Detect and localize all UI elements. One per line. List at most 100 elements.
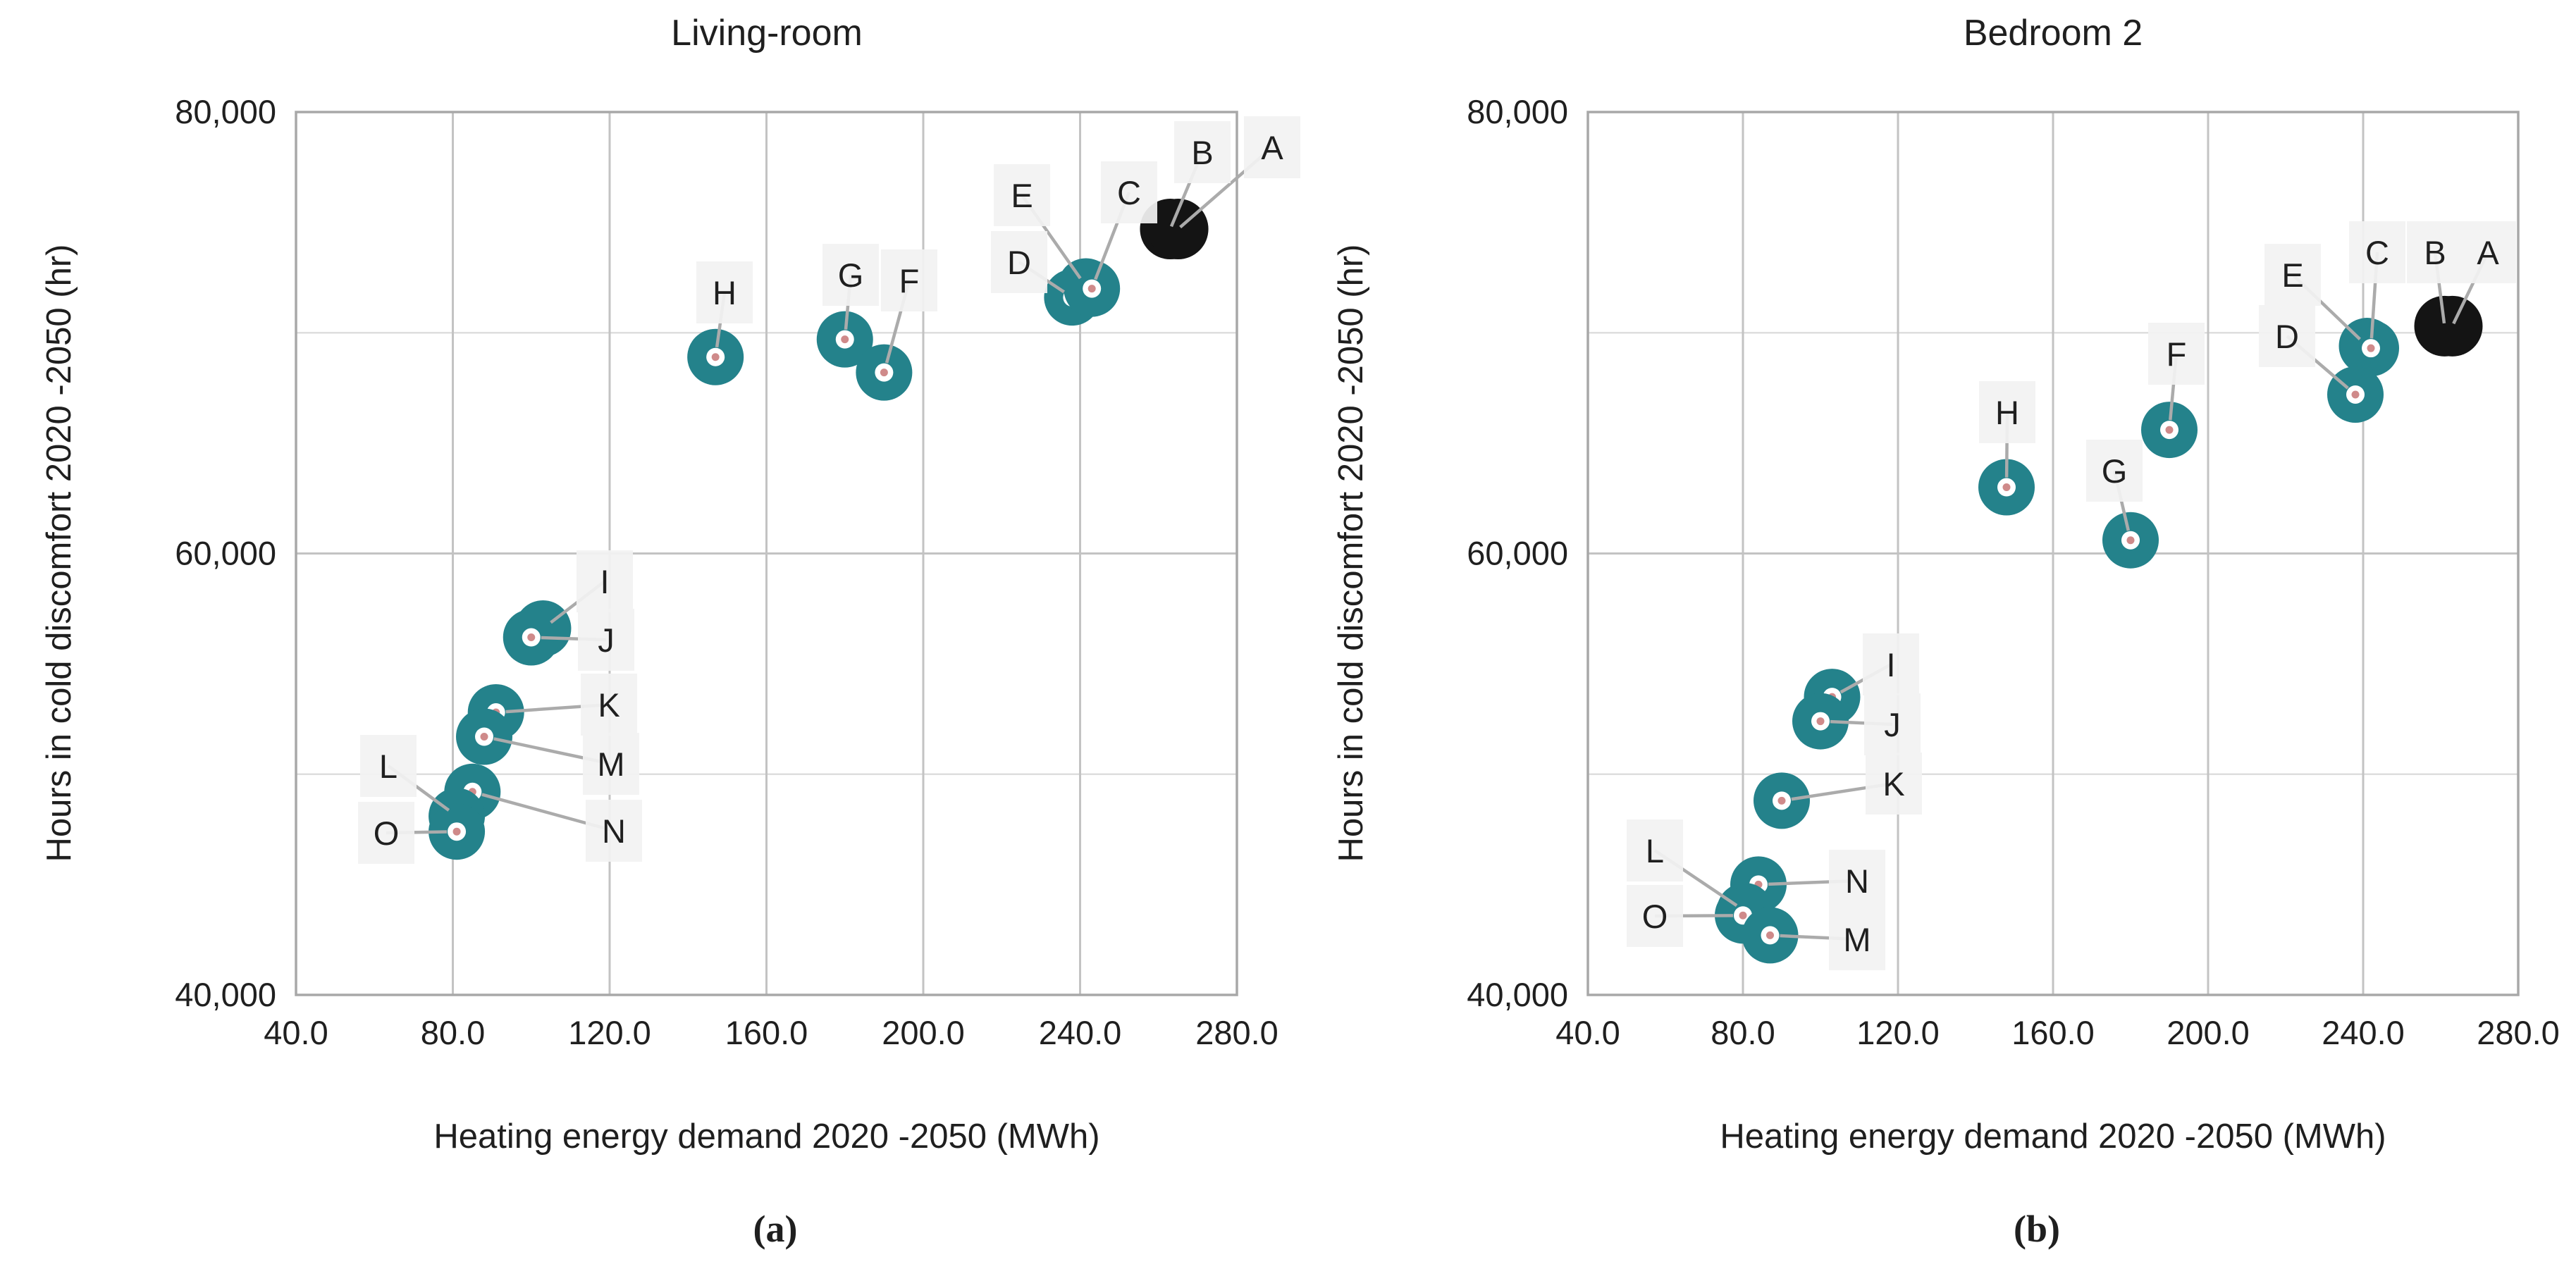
point-label-box	[1244, 116, 1300, 178]
point-label-k: K	[598, 686, 620, 724]
point-anchor-core	[2126, 536, 2135, 545]
point-anchor-core	[711, 353, 720, 361]
point-label-m: M	[1843, 921, 1871, 958]
x-tick-label: 240.0	[1039, 1014, 1122, 1051]
point-label-n: N	[602, 812, 626, 850]
point-label-box	[1829, 850, 1885, 912]
point-label-box	[1829, 908, 1885, 970]
point-label-box	[822, 244, 879, 306]
chart-b-y-axis-title: Hours in cold discomfort 2020 -2050 (hr)	[1332, 244, 1370, 862]
point-label-c: C	[1117, 174, 1141, 211]
point-label-box	[2086, 440, 2143, 502]
point-anchor-core	[880, 369, 888, 377]
point-label-box	[1864, 693, 1921, 755]
point-label-e: E	[1011, 177, 1033, 214]
point-anchor-core	[1739, 911, 1747, 920]
x-tick-label: 160.0	[725, 1014, 808, 1051]
y-tick-label: 40,000	[1467, 976, 1568, 1013]
point-label-box	[1979, 381, 2035, 443]
point-label-box	[1101, 161, 1157, 223]
chart-b-title: Bedroom 2	[1964, 13, 2143, 54]
y-tick-label: 80,000	[1467, 93, 1568, 130]
point-label-box	[994, 164, 1050, 226]
point-label-box	[358, 802, 414, 864]
point-label-f: F	[899, 262, 920, 299]
point-label-box	[2349, 221, 2405, 283]
point-label-box	[577, 550, 633, 612]
point-label-m: M	[597, 745, 624, 783]
point-label-a: A	[2477, 234, 2499, 271]
point-label-box	[586, 800, 642, 862]
chart-b-x-axis-title: Heating energy demand 2020 -2050 (MWh)	[1720, 1118, 2386, 1156]
y-tick-label: 60,000	[1467, 535, 1568, 572]
point-label-b: B	[1191, 134, 1213, 171]
point-anchor-core	[1087, 285, 1096, 293]
point-anchor-core	[452, 827, 461, 836]
point-label-box	[2148, 323, 2205, 385]
x-tick-label: 80.0	[421, 1014, 485, 1051]
chart-b-caption: (b)	[2014, 1208, 2060, 1250]
point-label-box	[583, 733, 639, 795]
point-label-box	[578, 609, 634, 671]
x-tick-label: 40.0	[264, 1014, 328, 1051]
point-label-d: D	[1007, 244, 1031, 281]
point-label-d: D	[2275, 318, 2299, 355]
point-label-box	[360, 735, 417, 797]
x-tick-label: 200.0	[2167, 1014, 2250, 1051]
chart-a-title: Living-room	[671, 13, 863, 54]
point-label-i: I	[600, 563, 609, 600]
point-label-k: K	[1882, 765, 1904, 803]
point-anchor-core	[2165, 426, 2174, 434]
chart-b-plot-layer: B A E C D F G H IJK N LO M 40.0 80.0 120.0 160.0 200.0 24…	[1467, 93, 2560, 1051]
point-label-c: C	[2365, 234, 2389, 271]
point-label-g: G	[838, 256, 864, 294]
point-label-box	[581, 674, 637, 736]
point-label-o: O	[1642, 898, 1668, 935]
y-tick-label: 80,000	[175, 93, 276, 130]
point-label-a: A	[1261, 129, 1283, 166]
point-label-b: B	[2424, 234, 2446, 271]
x-tick-label: 240.0	[2322, 1014, 2405, 1051]
chart-a-x-axis-title: Heating energy demand 2020 -2050 (MWh)	[433, 1118, 1099, 1156]
x-tick-label: 160.0	[2011, 1014, 2095, 1051]
x-tick-label: 40.0	[1555, 1014, 1620, 1051]
point-anchor-core	[1766, 931, 1774, 939]
point-label-box	[1866, 753, 1922, 815]
point-anchor-core	[841, 335, 849, 344]
point-label-n: N	[1845, 862, 1869, 900]
point-anchor-core	[480, 732, 488, 741]
plot-border	[1586, 111, 2520, 996]
point-label-e: E	[2281, 256, 2303, 294]
plot-border	[295, 111, 1238, 996]
point-label-box	[2264, 244, 2321, 306]
point-label-g: G	[2102, 452, 2128, 490]
point-anchor-core	[1777, 796, 1786, 805]
point-label-box	[2460, 221, 2516, 283]
point-label-box	[696, 261, 753, 323]
point-label-j: J	[598, 621, 615, 659]
point-anchor-core	[2351, 390, 2360, 399]
x-tick-label: 200.0	[882, 1014, 965, 1051]
data-point-a	[2422, 295, 2483, 357]
point-label-l: L	[379, 748, 398, 785]
x-tick-label: 280.0	[1195, 1014, 1278, 1051]
point-label-l: L	[1646, 832, 1664, 869]
point-label-box	[1627, 885, 1683, 947]
point-label-box	[1863, 633, 1919, 695]
point-label-h: H	[1995, 394, 2019, 431]
point-label-j: J	[1884, 706, 1901, 743]
chart-a-y-axis-title: Hours in cold discomfort 2020 -2050 (hr)	[40, 244, 78, 862]
y-tick-label: 40,000	[175, 976, 276, 1013]
point-label-h: H	[713, 274, 737, 311]
point-label-box	[991, 231, 1047, 293]
chart-bedroom-2: B A E C D F G H IJK N LO M 40.0 80.0 120.0 160.0 200.0 24…	[1332, 13, 2560, 1250]
point-label-box	[2259, 305, 2315, 367]
x-tick-label: 120.0	[568, 1014, 651, 1051]
x-tick-label: 120.0	[1856, 1014, 1940, 1051]
point-label-o: O	[374, 815, 400, 852]
point-anchor-core	[2002, 483, 2011, 492]
y-tick-label: 60,000	[175, 535, 276, 572]
